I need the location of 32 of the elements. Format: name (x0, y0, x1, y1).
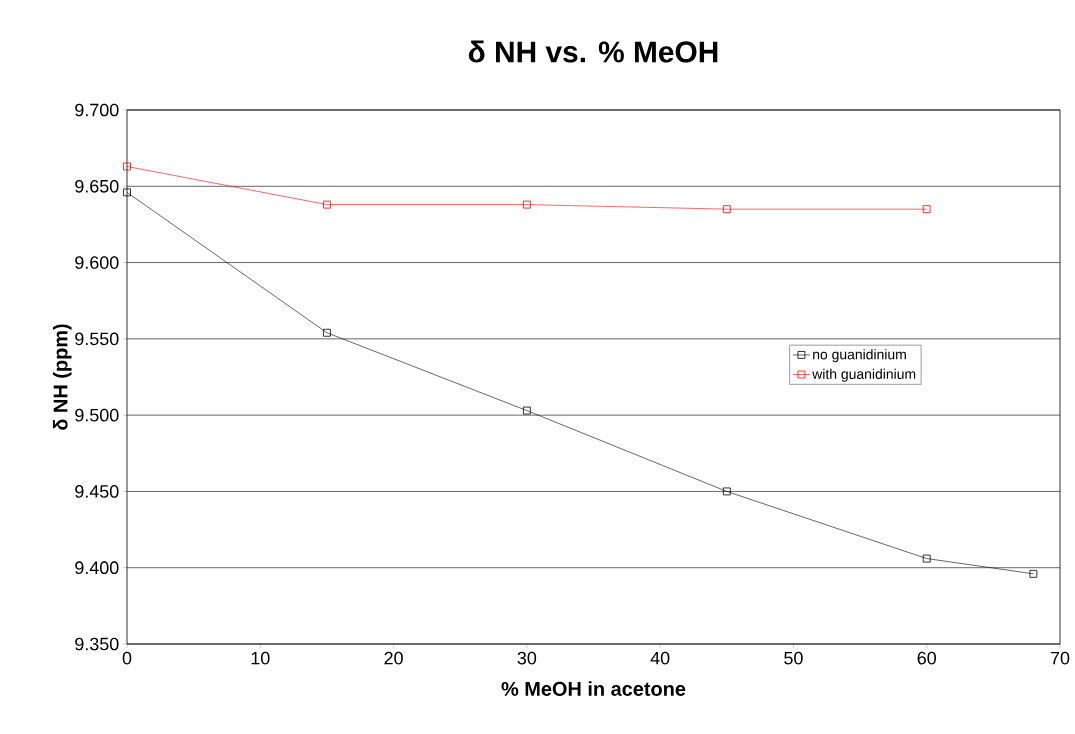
x-tick-label: 30 (517, 651, 537, 665)
point (722, 487, 731, 496)
y-axis-title: δ NH (ppm) (52, 324, 72, 430)
y-tick-label: 9.450 (75, 485, 119, 498)
x-tick-label: 60 (917, 651, 936, 665)
point (722, 205, 731, 214)
x-tick-label: 50 (784, 651, 803, 665)
x-tick-label: 20 (384, 651, 403, 665)
y-tick-label: 9.350 (75, 637, 119, 651)
x-tick-label: 10 (251, 651, 270, 665)
point (1029, 569, 1038, 578)
x-tick-label: 0 (122, 651, 132, 665)
x-axis-title: % MeOH in acetone (501, 681, 686, 696)
point (323, 200, 331, 209)
legend-label: with guanidinium (812, 368, 916, 382)
y-tick-label: 9.550 (75, 332, 119, 346)
point (123, 188, 131, 197)
y-tick-label: 9.700 (75, 103, 119, 117)
y-tick-label: 9.650 (75, 179, 119, 193)
point (922, 554, 931, 563)
chart-title: δ NH vs. % MeOH (468, 40, 718, 63)
point (922, 205, 931, 214)
point (522, 406, 531, 415)
legend-label: no guanidinium (813, 349, 906, 363)
y-tick-label: 9.500 (75, 408, 119, 422)
x-tick-label: 40 (650, 651, 670, 665)
y-tick-label: 9.400 (75, 561, 119, 575)
y-tick-label: 9.600 (75, 256, 119, 269)
point (323, 328, 331, 337)
point (522, 200, 531, 209)
point (123, 162, 131, 171)
x-tick-label: 70 (1050, 651, 1070, 665)
